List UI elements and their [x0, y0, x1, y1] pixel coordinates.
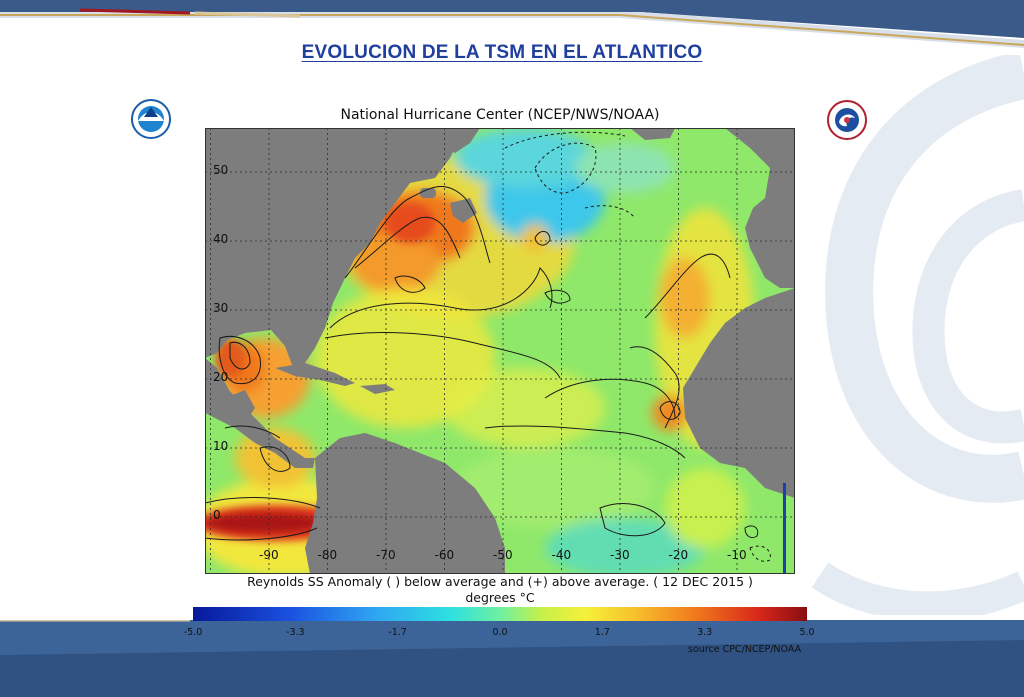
lon-label: -70 — [376, 548, 396, 562]
colorbar-tick-label: -5.0 — [183, 627, 203, 638]
lon-label: -80 — [317, 548, 338, 562]
lat-label: 50 — [213, 163, 229, 177]
colorbar-tick-label: -1.7 — [388, 627, 407, 638]
land-cuba — [275, 363, 355, 386]
dashed-contour-lines — [504, 131, 771, 562]
land-hispaniola — [360, 384, 395, 394]
lat-label: 30 — [213, 301, 229, 315]
lon-label: -30 — [610, 548, 630, 562]
land-nova-scotia-strip — [420, 188, 436, 198]
lat-label: 0 — [213, 508, 221, 522]
land-africa — [683, 288, 795, 498]
map-header: National Hurricane Center (NCEP/NWS/NOAA… — [340, 107, 660, 123]
colorbar-tick-label: 3.3 — [697, 627, 713, 638]
land-greenland — [425, 128, 480, 153]
top-decorative-band — [0, 0, 1024, 48]
lon-label: -20 — [668, 548, 689, 562]
lat-label: 20 — [213, 370, 229, 384]
colorbar-source: source CPC/NCEP/NOAA — [688, 644, 802, 655]
colorbar-gradient — [193, 607, 807, 621]
hurricane-swirl-decoration — [811, 55, 1024, 615]
lon-label: -60 — [434, 548, 455, 562]
nws-logo-icon — [827, 100, 867, 140]
land-north-america — [205, 128, 465, 378]
land-europe — [725, 128, 795, 288]
lon-label: -50 — [493, 548, 513, 562]
land-south-america — [305, 433, 505, 574]
map-right-edge-marker — [783, 483, 786, 574]
sst-anomaly-map — [205, 128, 795, 574]
land-central-america — [205, 358, 315, 468]
lat-label: 40 — [213, 232, 229, 246]
lon-label: -10 — [727, 548, 747, 562]
colorbar-tick-label: 1.7 — [594, 627, 610, 638]
land-masses — [205, 128, 795, 574]
lon-label: -40 — [551, 548, 572, 562]
colorbar-tick-label: 0.0 — [492, 627, 508, 638]
lon-label: -90 — [259, 548, 279, 562]
lat-lon-grid — [205, 128, 795, 574]
colorbar-tick-label: 5.0 — [799, 627, 815, 638]
bottom-decorative-band — [0, 620, 1024, 697]
contour-lines — [205, 185, 759, 541]
colorbar-tick-label: -3.3 — [286, 627, 305, 638]
land-newfoundland — [450, 198, 477, 223]
noaa-logo-icon — [131, 99, 171, 139]
lat-label: 10 — [213, 439, 229, 453]
slide-title: EVOLUCION DE LA TSM EN EL ATLANTICO — [301, 42, 703, 63]
map-units-label: degrees °C — [465, 590, 535, 605]
land-yucatan — [225, 390, 255, 423]
map-caption: Reynolds SS Anomaly ( ) below average an… — [247, 574, 753, 589]
land-iceland — [630, 128, 675, 140]
